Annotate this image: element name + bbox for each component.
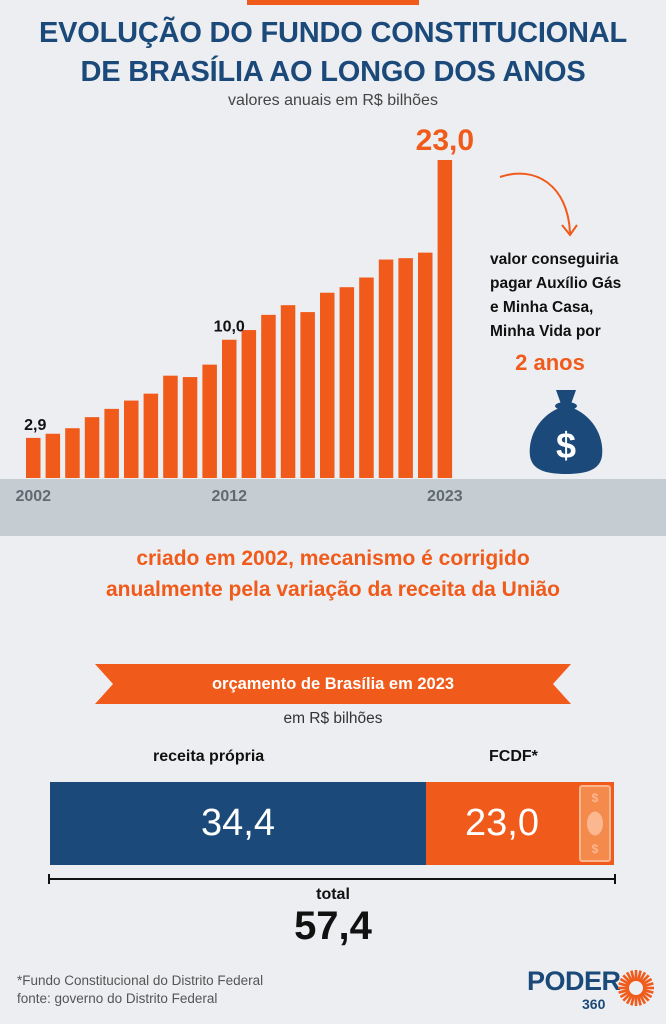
bar-2002 [26,437,41,478]
annotation-line-2: pagar Auxílio Gás [490,275,622,292]
bar-2017 [320,292,335,478]
footnote-definition: *Fundo Constitucional do Distrito Federa… [17,973,264,988]
bar-2019 [359,277,374,478]
annotation-line-3: e Minha Casa, [490,299,594,316]
own-revenue-value: 34,4 [201,802,275,844]
bar-2003 [45,433,61,478]
bar-2015 [280,305,296,478]
chart-subtitle: valores anuais em R$ bilhões [228,92,438,109]
fcdf-label: FCDF* [489,748,538,765]
bar-2009 [163,375,178,478]
svg-text:$: $ [556,425,576,466]
bar-2022 [418,252,433,478]
annotation-text: valor conseguiria pagar Auxílio Gás e Mi… [490,248,660,344]
top-accent-bar [247,0,419,5]
svg-text:$: $ [592,791,599,805]
mechanism-note: criado em 2002, mecanismo é corrigido an… [0,543,666,605]
bar-2023 [437,160,453,478]
note-line-1: criado em 2002, mecanismo é corrigido [136,547,530,570]
footnote: *Fundo Constitucional do Distrito Federa… [17,972,263,1008]
value-label-2023: 23,0 [416,124,474,157]
budget-unit: em R$ bilhões [283,710,383,727]
bar-2005 [84,417,100,478]
bar-2004 [65,428,80,478]
own-revenue-bar: 34,4 [50,782,426,865]
bar-2021 [398,258,413,478]
total-value: 57,4 [294,904,372,948]
value-label-2012: 10,0 [214,319,245,336]
bar-2018 [339,287,355,478]
bar-2008 [143,393,159,478]
value-label-2002: 2,9 [24,417,46,434]
bar-2016 [300,312,315,478]
bar-2013 [241,330,257,478]
tick-label-2002: 2002 [15,488,51,505]
budget-ribbon-title: orçamento de Brasília em 2023 [211,675,455,693]
bar-2012 [222,339,237,478]
note-line-2: anualmente pela variação da receita da U… [105,578,561,601]
chart-baseline-band [0,479,666,536]
bar-2020 [378,259,394,478]
annotation-arrow [499,172,578,237]
logo-word: PODER [527,966,621,996]
tick-label-2012: 2012 [211,488,247,505]
svg-text:$: $ [592,842,599,856]
total-label: total [316,886,350,903]
title-line-2: DE BRASÍLIA AO LONGO DOS ANOS [80,56,586,88]
ribbon-banner [95,664,571,704]
banknote-icon: $ $ [579,785,611,862]
tick-label-2023: 2023 [427,488,463,505]
page-title: EVOLUÇÃO DO FUNDO CONSTITUCIONAL DE BRAS… [0,14,666,92]
annotation-highlight: 2 anos [515,350,585,375]
logo-number: 360 [582,996,606,1012]
bar-2014 [261,314,276,478]
title-line-1: EVOLUÇÃO DO FUNDO CONSTITUCIONAL [38,17,628,49]
bar-2006 [104,408,119,478]
annotation-line-4: Minha Vida por [490,323,601,340]
bar-2007 [124,400,139,478]
money-bag-icon: $ [529,390,603,474]
bar-2010 [182,377,198,478]
total-bracket [48,874,616,884]
own-revenue-label: receita própria [153,748,265,765]
bar-chart: 2,9 10,0 23,0 2002 2012 2023 [15,124,474,505]
fcdf-value: 23,0 [465,802,539,844]
footnote-source: fonte: governo do Distrito Federal [17,991,218,1006]
annotation-line-1: valor conseguiria [490,251,619,268]
logo-sunburst-icon [618,970,654,1006]
bar-2011 [202,364,217,478]
